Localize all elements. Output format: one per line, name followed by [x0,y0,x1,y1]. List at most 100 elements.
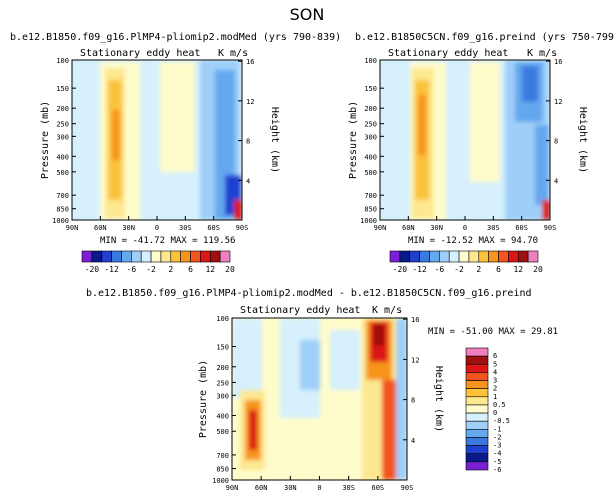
colorbar-label: -20 [85,265,100,274]
colorbar-swatch [465,355,489,365]
colorbar-label: -4 [493,450,501,458]
colorbar-label: 2 [476,265,481,274]
colorbar-label: -2 [454,265,464,274]
colorbar-swatch [458,250,470,263]
colorbar-swatch [180,250,191,263]
colorbar-label: -6 [435,265,445,274]
x-tick-label: 90S [236,224,249,232]
y-tick-label: 200 [56,105,69,113]
y-tick-label: 850 [364,206,377,214]
panel-units: K m/s [218,48,248,59]
x-tick-label: 60N [255,484,268,492]
y2-tick-label: 12 [411,356,419,364]
colorbar: -20 -12 -6 -2 2 6 12 20 [389,250,543,274]
y2-tick-label: 4 [554,177,558,185]
x-tick-label: 90S [401,484,414,492]
colorbar-swatch [465,453,489,463]
colorbar-label: -12 [412,265,427,274]
y-tick-label: 150 [364,85,377,93]
colorbar-swatch [468,250,480,263]
y-tick-label: 150 [216,344,229,352]
colorbar-swatch [465,404,489,414]
colorbar-label: -0.5 [493,417,510,425]
x-tick-label: 90N [66,224,79,232]
y-tick-label: 250 [216,379,229,387]
colorbar-swatch [498,250,509,263]
colorbar-label: -3 [493,442,501,450]
colorbar-swatch [517,250,529,263]
y2-tick-label: 8 [554,138,558,146]
x-tick-label: 90N [226,484,239,492]
y-tick-label: 300 [56,133,69,141]
y2-tick-label: 4 [411,437,415,445]
panel-subtitle: Stationary eddy heat [80,48,200,59]
y2label: Height (km) [433,366,444,432]
colorbar-swatch [488,250,499,263]
x-tick-label: 90S [544,224,557,232]
colorbar-swatch [219,250,231,263]
y-tick-label: 100 [216,315,229,323]
colorbar-swatch [465,388,489,398]
y-tick-label: 400 [216,413,229,421]
colorbar-label: -5 [493,458,501,466]
y2-tick-label: 4 [246,177,250,185]
y2-tick-label: 16 [411,316,419,324]
stats-label: MIN = -41.72 MAX = 119.56 [100,236,235,246]
x-tick-label: 60S [372,484,385,492]
y-tick-label: 850 [216,466,229,474]
contour-field [72,60,242,220]
x-tick-label: 30S [487,224,500,232]
y2-tick-label: 8 [246,138,250,146]
x-tick-label: 60N [94,224,107,232]
y-tick-label: 700 [56,192,69,200]
y-tick-label: 400 [56,153,69,161]
colorbar-label: -6 [493,466,501,474]
x-tick-label: 60N [402,224,415,232]
x-tick-label: 0 [155,224,159,232]
colorbar-swatch [465,420,489,430]
colorbar-swatch [101,250,112,263]
colorbar: -20 -12 -6 -2 2 6 12 20 [81,250,235,274]
colorbar-label: -2 [146,265,156,274]
colorbar-label: 6 [493,352,497,360]
colorbar-swatch [111,250,122,263]
panel-title: b.e12.B1850.f09_g16.PlMP4-pliomip2.modMe… [86,288,532,299]
colorbar-label: 2 [168,265,173,274]
colorbar-swatch [465,396,489,406]
panel-subtitle: Stationary eddy heat [240,305,360,316]
ylabel: Pressure (mb) [40,101,51,179]
x-tick-label: 30N [284,484,297,492]
colorbar-label: 20 [225,265,235,274]
y-tick-label: 300 [216,392,229,400]
y-tick-label: 100 [364,57,377,65]
panel-units: K m/s [527,48,557,59]
colorbar-swatch [399,250,411,263]
colorbar-label: 12 [513,265,523,274]
colorbar-swatch [121,250,132,263]
y-tick-label: 500 [216,428,229,436]
y-tick-label: 100 [56,57,69,65]
colorbar-swatch [389,250,401,263]
y-tick-label: 1000 [212,477,229,485]
colorbar-swatch [465,412,489,422]
colorbar-swatch [465,363,489,373]
y2label: Height (km) [577,107,588,173]
x-tick-label: 0 [463,224,467,232]
colorbar-swatch [81,250,93,263]
contour-field [380,60,550,220]
x-tick-label: 30S [179,224,192,232]
x-tick-label: 60S [515,224,528,232]
colorbar-label: 0.5 [493,401,506,409]
season-title: SON [290,5,325,24]
x-tick-label: 30N [430,224,443,232]
y-tick-label: 250 [56,121,69,129]
colorbar-label: -2 [493,433,501,441]
axis-ticks: 90N 60N 30N 0 30S 60S 90S 100 150 200 250 300 400 500… [360,57,562,232]
colorbar-label: 12 [205,265,215,274]
contour-field [232,318,407,480]
colorbar-swatch [409,250,420,263]
colorbar-label: 3 [493,377,497,385]
axis-ticks: 90N 60N 30N 0 30S 60S 90S 100 150 200 250 300 400 500… [52,57,254,232]
colorbar-swatch [150,250,162,263]
